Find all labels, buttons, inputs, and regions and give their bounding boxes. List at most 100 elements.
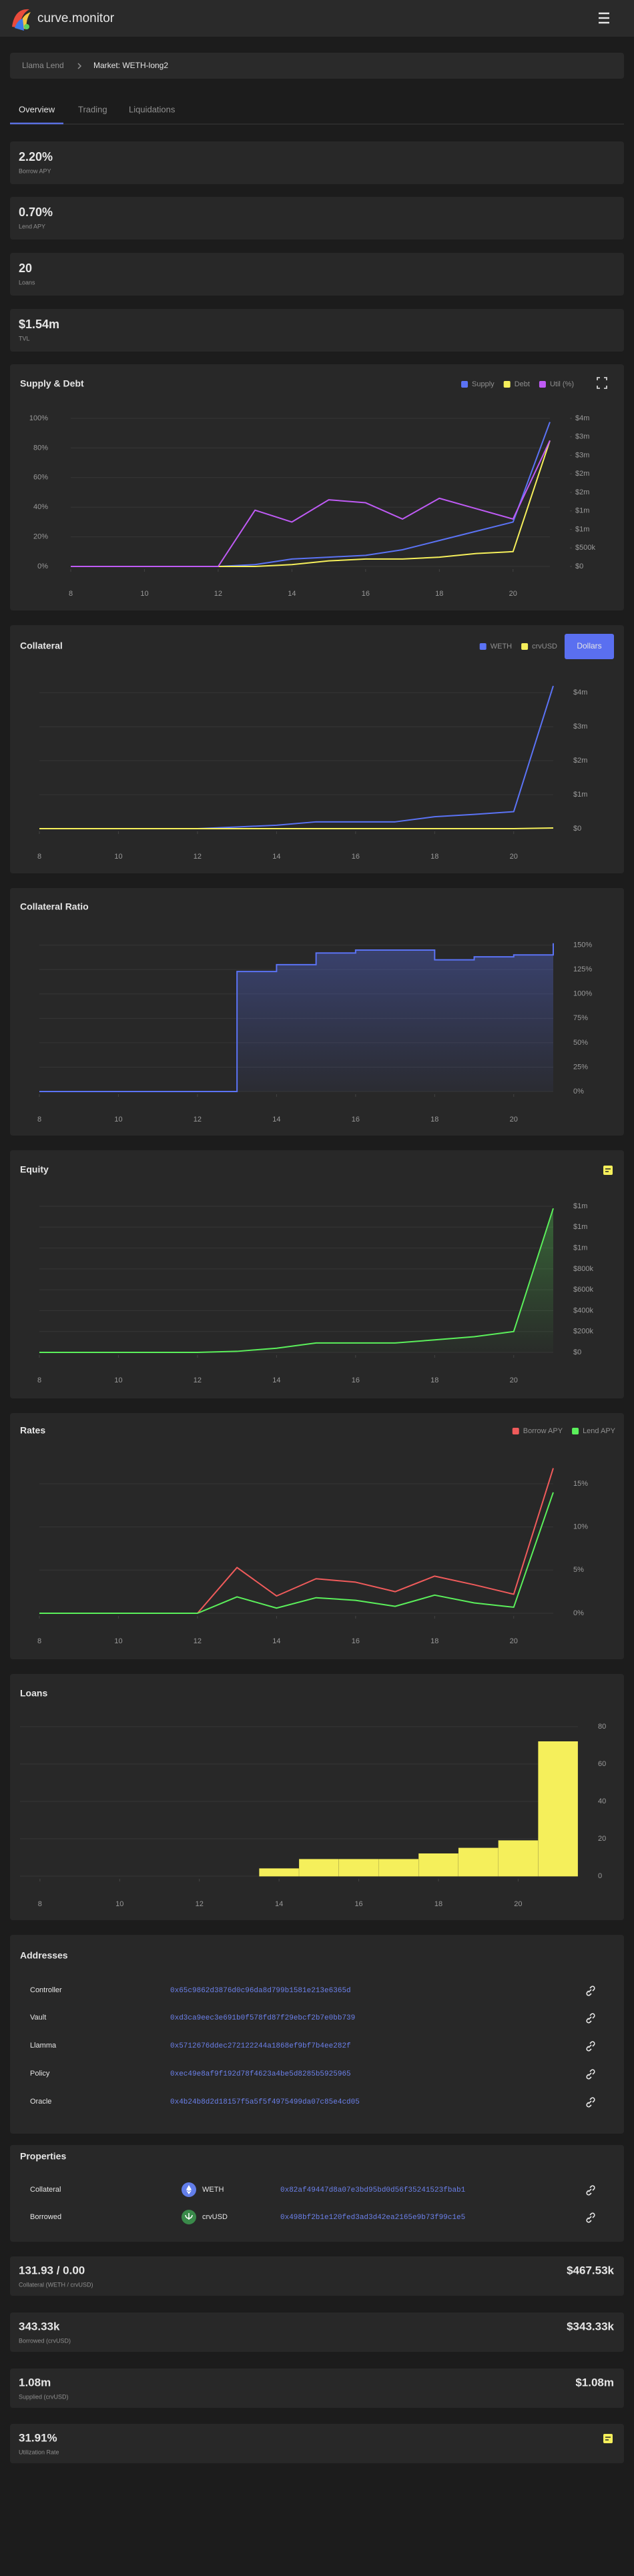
address[interactable]: 0x82af49447d8a07e3bd95bd0d56f35241523fba… [280, 2186, 466, 2194]
card [10, 1413, 624, 1659]
x-tick-label: 8 [37, 853, 41, 861]
expand-icon[interactable] [597, 377, 607, 389]
token-glyph [186, 2185, 192, 2194]
legend-swatch [521, 643, 529, 650]
address-label: Vault [30, 2014, 46, 2022]
x-tick-label: 8 [37, 1637, 41, 1645]
address[interactable]: 0x4b24b8d2d18157f5a5f5f4975499da07c85e4c… [170, 2098, 360, 2106]
y-tick-label: 0% [573, 1609, 584, 1617]
legend-label: crvUSD [532, 642, 557, 651]
x-tick-label: 16 [352, 853, 360, 861]
x-tick-label: 12 [194, 1376, 202, 1384]
x-tick-label: 8 [38, 1900, 42, 1908]
kpi-value: 0.70% [19, 205, 53, 219]
tab[interactable]: Overview [19, 104, 55, 114]
area-line [39, 943, 554, 1092]
property-label: Borrowed [30, 2213, 61, 2221]
link-icon[interactable] [586, 2185, 595, 2196]
y-tick-label: 80% [33, 444, 48, 452]
histogram-bar [538, 1741, 578, 1877]
x-tick-label: 18 [430, 1376, 438, 1384]
y2-tick-label: $2m [575, 488, 589, 496]
y-tick-label: 20% [33, 533, 48, 541]
line-series [39, 827, 554, 829]
address[interactable]: 0xec49e8af9f192d78f4623a4be5d8285b592596… [170, 2070, 351, 2078]
legend-label: Util (%) [550, 380, 574, 388]
x-tick-label: 8 [37, 1116, 41, 1124]
link-icon[interactable] [586, 2013, 595, 2024]
y-tick-label: 20 [598, 1835, 606, 1843]
card [10, 1674, 624, 1920]
link-icon[interactable] [586, 1986, 595, 1996]
y-tick-label: 80 [598, 1723, 606, 1731]
logo [12, 9, 31, 31]
histogram-bar [259, 1868, 299, 1877]
x-tick-label: 12 [196, 1900, 204, 1908]
y-tick-label: 15% [573, 1480, 588, 1488]
button-label[interactable]: Dollars [577, 641, 601, 651]
stat-value: 1.08m [19, 2376, 51, 2389]
y2-tick-label: $3m [575, 451, 589, 459]
breadcrumb-parent[interactable]: Llama Lend [22, 61, 64, 70]
link-icon[interactable] [586, 2097, 595, 2108]
x-tick-label: 18 [430, 1116, 438, 1124]
button[interactable] [565, 634, 614, 659]
stat-usd: $343.33k [567, 2320, 614, 2332]
menu-button[interactable] [599, 12, 609, 24]
x-tick-label: 18 [430, 853, 438, 861]
breadcrumb [10, 53, 624, 79]
link-icon[interactable] [586, 2041, 595, 2052]
x-tick-label: 14 [272, 1116, 280, 1124]
breadcrumb-separator [77, 63, 82, 69]
chart-title: Equity [20, 1164, 49, 1175]
histogram-bar [378, 1859, 419, 1877]
y2-tick-label: $500k [575, 544, 595, 552]
section-title: Addresses [20, 1950, 68, 1961]
address[interactable]: 0xd3ca9eec3e691b0f578fd87f29ebcf2b7e0bb7… [170, 2014, 355, 2022]
chart-title: Rates [20, 1425, 45, 1436]
x-tick-label: 10 [115, 1900, 123, 1908]
address[interactable]: 0x5712676ddec272122244a1868ef9bf7b4ee282… [170, 2042, 351, 2050]
x-tick-label: 16 [352, 1116, 360, 1124]
y-tick-label: $400k [573, 1306, 593, 1314]
card [10, 2312, 624, 2352]
y-tick-label: 0% [37, 562, 48, 570]
y-tick-label: 0% [573, 1088, 584, 1096]
chart-title: Supply & Debt [20, 378, 84, 389]
x-tick-label: 18 [434, 1900, 442, 1908]
icon-glyph [605, 1168, 611, 1172]
x-tick-label: 12 [194, 1116, 202, 1124]
x-tick-label: 14 [272, 1376, 280, 1384]
x-tick-label: 20 [510, 1376, 518, 1384]
y-tick-label: $2m [573, 757, 587, 765]
x-tick-label: 16 [352, 1376, 360, 1384]
chart-title: Collateral [20, 640, 63, 651]
link-icon[interactable] [586, 2069, 595, 2080]
x-tick-label: 10 [114, 1116, 122, 1124]
legend-swatch [539, 381, 546, 388]
kpi-label: TVL [19, 335, 30, 342]
header [0, 0, 634, 37]
address[interactable]: 0x498bf2b1e120fed3ad3d42ea2165e9b73f99c1… [280, 2214, 465, 2222]
link-icon[interactable] [586, 2212, 595, 2223]
legend-swatch [512, 1428, 519, 1434]
tab[interactable]: Liquidations [129, 104, 176, 114]
x-tick-label: 20 [510, 853, 518, 861]
stat-value: 343.33k [19, 2320, 60, 2332]
card [10, 309, 624, 352]
y-tick-label: $1m [573, 1223, 587, 1231]
y2-tick-label: $1m [575, 525, 589, 533]
address[interactable]: 0x65c9862d3876d0c96da8d799b1581e213e6365… [170, 1987, 351, 1995]
breadcrumb-current: Market: WETH-long2 [93, 61, 168, 70]
legend-label: Supply [472, 380, 495, 388]
tab[interactable]: Trading [78, 104, 107, 114]
histogram-bar [338, 1859, 379, 1877]
y-tick-label: 5% [573, 1566, 584, 1574]
card [10, 2424, 624, 2463]
y-tick-label: 100% [573, 990, 592, 998]
area-fill [39, 943, 553, 1092]
histogram-bar [458, 1847, 499, 1877]
x-tick-label: 12 [194, 853, 202, 861]
x-tick-label: 8 [69, 590, 73, 598]
